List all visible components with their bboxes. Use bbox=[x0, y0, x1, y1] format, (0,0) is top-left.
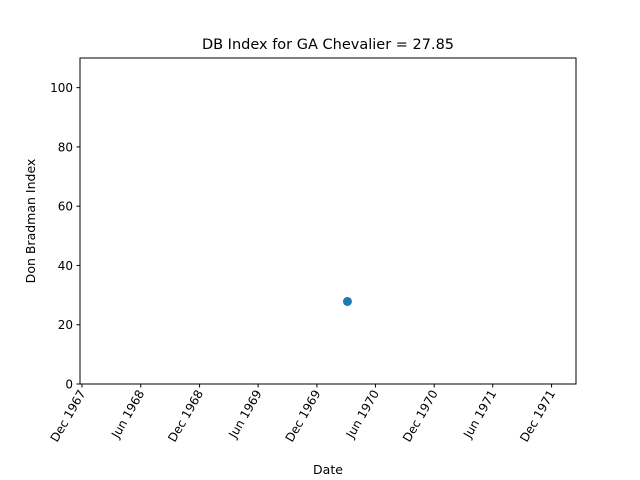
x-tick-label: Dec 1967 bbox=[48, 388, 89, 445]
plot-area bbox=[79, 57, 577, 385]
x-tick-label: Dec 1969 bbox=[283, 388, 324, 445]
x-tick-label: Dec 1971 bbox=[517, 388, 558, 445]
x-tick-label: Jun 1970 bbox=[343, 388, 382, 442]
x-tick-label: Jun 1968 bbox=[108, 388, 147, 442]
x-tick-label: Dec 1968 bbox=[165, 388, 206, 445]
y-tick-label: 60 bbox=[58, 200, 73, 214]
x-tick-label: Jun 1969 bbox=[226, 388, 265, 442]
y-axis-label: Don Bradman Index bbox=[23, 159, 38, 284]
y-tick-label: 0 bbox=[65, 378, 73, 392]
x-tick-label: Dec 1970 bbox=[400, 388, 441, 445]
data-points bbox=[342, 296, 352, 306]
data-point bbox=[342, 296, 352, 306]
x-axis-label: Date bbox=[313, 462, 343, 477]
y-tick-label: 40 bbox=[58, 259, 73, 273]
chart-title: DB Index for GA Chevalier = 27.85 bbox=[202, 37, 454, 53]
x-tick-label: Jun 1971 bbox=[460, 388, 499, 442]
y-axis: 0 20 40 60 80 100 bbox=[50, 81, 80, 392]
x-axis: Dec 1967 Jun 1968 Dec 1968 Jun 1969 Dec 1969… bbox=[48, 384, 558, 445]
y-tick-label: 100 bbox=[50, 81, 73, 95]
y-tick-label: 20 bbox=[58, 318, 73, 332]
y-tick-label: 80 bbox=[58, 140, 73, 154]
